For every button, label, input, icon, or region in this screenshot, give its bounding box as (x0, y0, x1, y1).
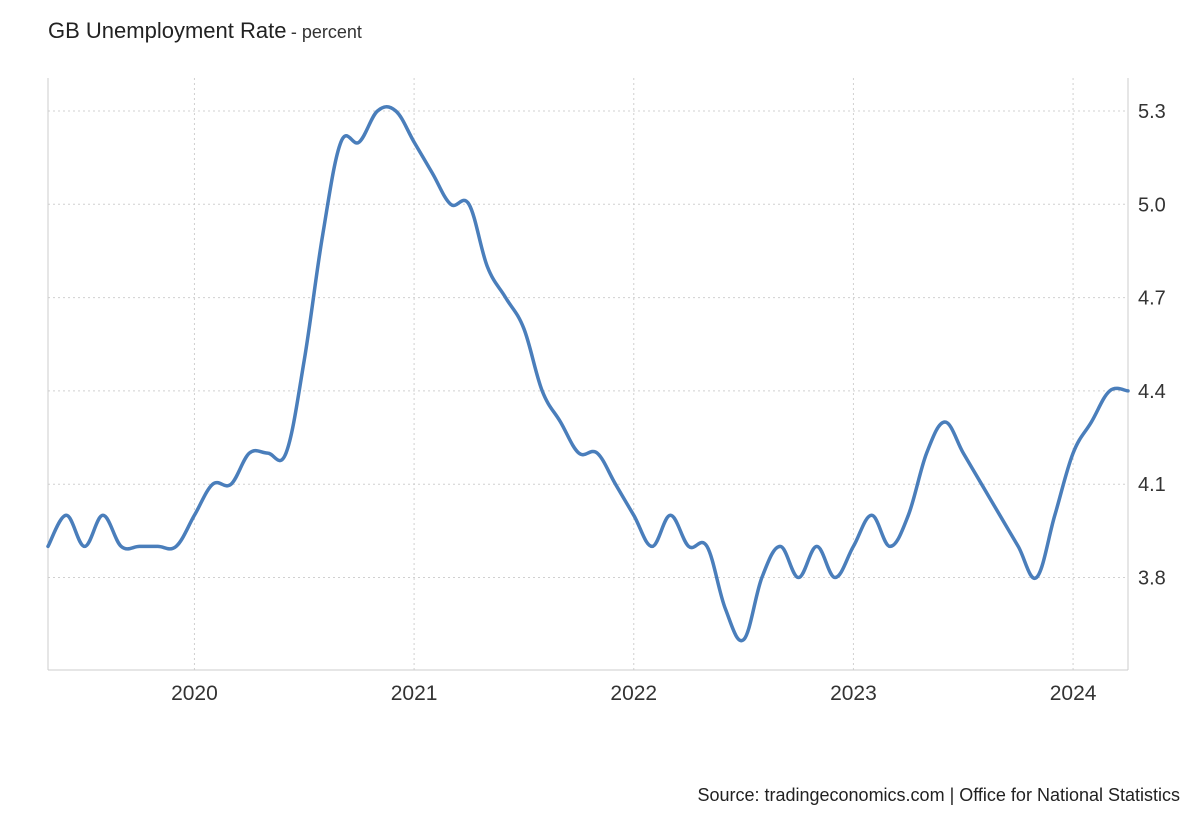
x-tick-label: 2023 (830, 682, 877, 705)
y-tick-label: 4.4 (1138, 381, 1166, 403)
x-tick-labels: 2020 2021 2022 2023 2024 (171, 682, 1097, 705)
source-credit: Source: tradingeconomics.com | Office fo… (697, 785, 1180, 805)
x-tick-label: 2022 (610, 682, 657, 705)
y-tick-label: 5.0 (1138, 194, 1166, 216)
x-tick-label: 2024 (1050, 682, 1097, 705)
axes (47, 78, 1129, 671)
grid-lines (48, 78, 1128, 670)
chart-subtitle: - percent (290, 22, 362, 42)
series-line (46, 105, 1130, 643)
y-tick-label: 4.7 (1138, 288, 1166, 310)
y-tick-label: 3.8 (1138, 568, 1166, 590)
y-tick-label: 5.3 (1138, 101, 1166, 123)
x-tick-label: 2020 (171, 682, 218, 705)
line-chart: 3.8 4.1 4.4 4.7 5.0 5.3 2020 2021 2022 2023 2024 (46, 78, 1166, 705)
chart-title-block: GB Unemployment Rate - percent (48, 18, 362, 44)
chart-title: GB Unemployment Rate (48, 18, 287, 43)
y-tick-labels: 3.8 4.1 4.4 4.7 5.0 5.3 (1138, 101, 1166, 590)
y-tick-label: 4.1 (1138, 474, 1166, 496)
x-tick-label: 2021 (391, 682, 438, 705)
